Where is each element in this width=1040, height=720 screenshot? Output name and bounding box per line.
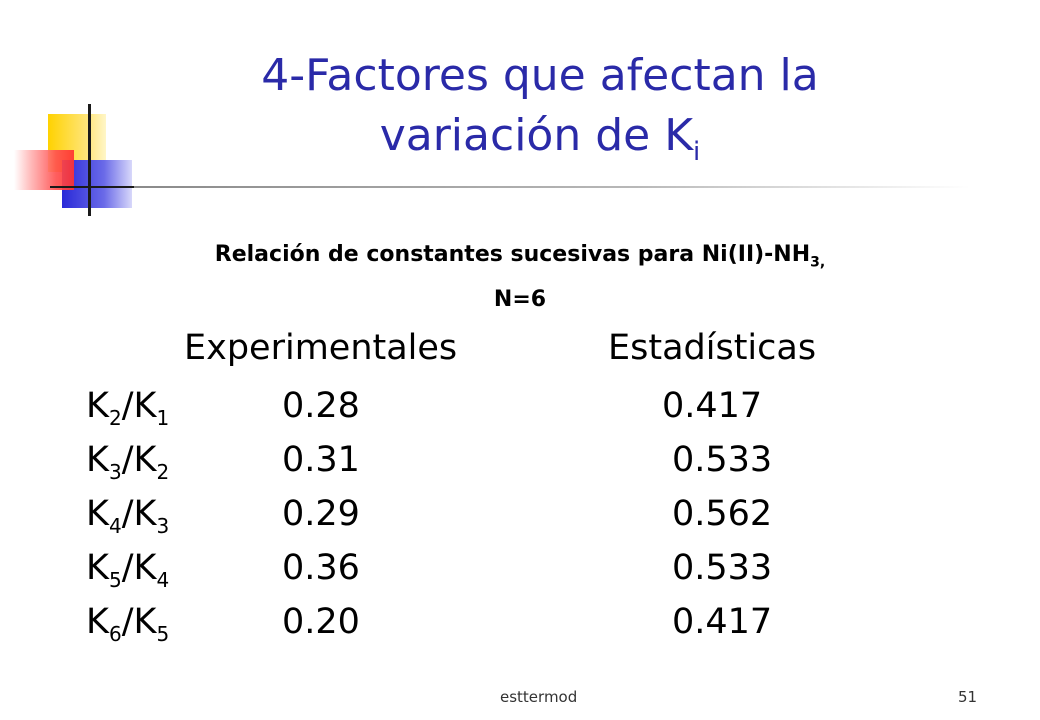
slide-title: 4-Factores que afectan la variación de K…: [170, 46, 910, 182]
ratio-denominator: /K: [121, 548, 157, 588]
ratio-denominator-subscript: 1: [156, 406, 170, 430]
experimental-value: 0.31: [282, 440, 360, 480]
ratio-numerator: K: [86, 386, 109, 426]
experimental-value: 0.36: [282, 548, 360, 588]
ratio-denominator-subscript: 3: [156, 514, 170, 538]
corner-logo: [0, 0, 160, 230]
ratio-table: Experimentales Estadísticas K2/K1 0.28 0…: [86, 328, 906, 668]
column-header-statistical: Estadísticas: [608, 328, 817, 368]
title-line-2-text: variación de K: [379, 110, 694, 161]
ratio-label: K2/K1: [86, 386, 169, 430]
statistical-value: 0.417: [662, 386, 763, 426]
title-line-1: 4-Factores que afectan la: [261, 50, 819, 101]
title-line-2-subscript: i: [693, 136, 701, 167]
ratio-label: K4/K3: [86, 494, 169, 538]
ratio-denominator-subscript: 2: [156, 460, 170, 484]
experimental-value: 0.29: [282, 494, 360, 534]
ratio-label: K5/K4: [86, 548, 169, 592]
ratio-numerator: K: [86, 494, 109, 534]
statistical-value: 0.562: [672, 494, 773, 534]
title-line-2: variación de Ki: [170, 106, 910, 182]
ratio-denominator-subscript: 4: [156, 568, 170, 592]
ratio-denominator: /K: [121, 386, 157, 426]
ratio-denominator: /K: [121, 602, 157, 642]
ratio-numerator: K: [86, 440, 109, 480]
ratio-denominator: /K: [121, 494, 157, 534]
footer-source: esttermod: [500, 688, 578, 706]
ratio-numerator-subscript: 3: [108, 460, 122, 484]
subtitle-line-2: N=6: [493, 287, 547, 313]
ratio-denominator-subscript: 5: [156, 622, 170, 646]
ratio-numerator-subscript: 2: [108, 406, 122, 430]
ratio-numerator: K: [86, 602, 109, 642]
column-header-experimental: Experimentales: [184, 328, 458, 368]
experimental-value: 0.20: [282, 602, 360, 642]
statistical-value: 0.417: [672, 602, 773, 642]
subtitle-subscript: 3,: [810, 254, 826, 271]
ratio-numerator-subscript: 5: [108, 568, 122, 592]
experimental-value: 0.28: [282, 386, 360, 426]
ratio-denominator: /K: [121, 440, 157, 480]
table-row: K6/K5 0.20 0.417: [86, 602, 906, 656]
ratio-numerator: K: [86, 548, 109, 588]
table-row: K4/K3 0.29 0.562: [86, 494, 906, 548]
subtitle-line-1: Relación de constantes sucesivas para Ni…: [80, 236, 960, 281]
table-row: K3/K2 0.31 0.533: [86, 440, 906, 494]
page-number: 51: [958, 688, 978, 706]
logo-horizontal-line: [50, 186, 140, 188]
ratio-label: K6/K5: [86, 602, 169, 646]
table-row: K5/K4 0.36 0.533: [86, 548, 906, 602]
statistical-value: 0.533: [672, 440, 773, 480]
statistical-value: 0.533: [672, 548, 773, 588]
ratio-label: K3/K2: [86, 440, 169, 484]
subtitle-text: Relación de constantes sucesivas para Ni…: [214, 242, 811, 267]
ratio-numerator-subscript: 4: [108, 514, 122, 538]
title-divider: [134, 186, 970, 188]
ratio-numerator-subscript: 6: [108, 622, 122, 646]
logo-red-square: [14, 150, 74, 190]
logo-vertical-line: [88, 104, 91, 216]
table-row: K2/K1 0.28 0.417: [86, 386, 906, 440]
slide-subtitle: Relación de constantes sucesivas para Ni…: [80, 236, 960, 319]
